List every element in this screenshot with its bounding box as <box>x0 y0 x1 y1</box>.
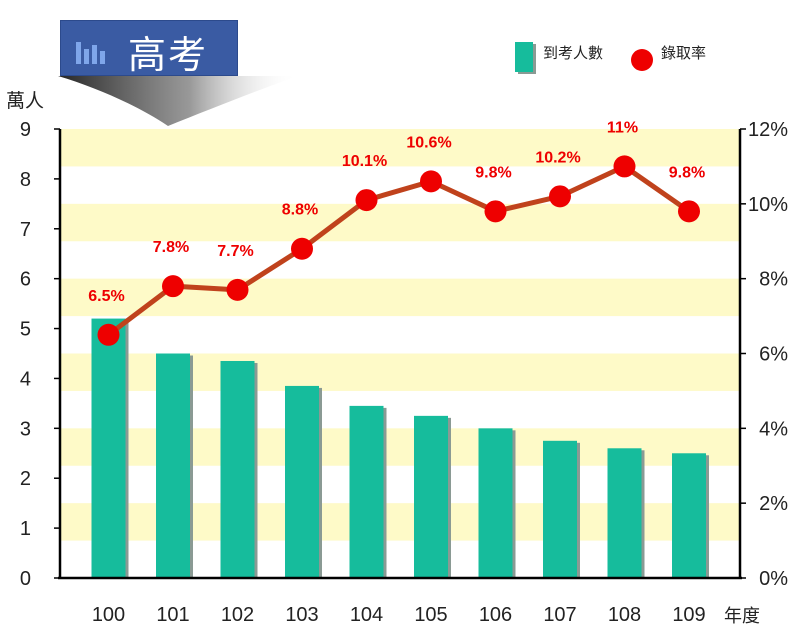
y-right-tick-label: 12% <box>748 119 788 141</box>
bar-102 <box>220 360 255 578</box>
y-left-tick-label: 8 <box>20 169 31 191</box>
background-band <box>60 203 740 242</box>
rate-point-100 <box>97 323 120 346</box>
rate-point-106 <box>484 200 507 223</box>
x-tick-label: 103 <box>285 604 318 626</box>
y-right-tick-label: 6% <box>759 344 788 366</box>
bar-101 <box>156 353 190 578</box>
y-left-tick-label: 0 <box>20 568 31 590</box>
x-tick-label: 107 <box>543 604 576 626</box>
rate-point-105 <box>420 170 442 193</box>
chart-title: 高考 <box>128 33 209 77</box>
rate-data-label: 9.8% <box>475 164 511 181</box>
x-tick-label: 105 <box>414 604 447 626</box>
x-tick-label: 102 <box>221 604 254 626</box>
bar-104 <box>349 405 384 578</box>
rate-data-label: 10.6% <box>406 134 451 151</box>
y-right-tick-label: 4% <box>759 418 788 440</box>
rate-data-label: 6.5% <box>88 288 124 305</box>
y-left-tick-label: 6 <box>20 269 31 291</box>
rate-point-102 <box>226 278 249 301</box>
bar-107 <box>543 440 577 578</box>
bar-chart-icon <box>76 42 105 64</box>
y-left-tick-label: 1 <box>20 518 31 540</box>
rate-point-107 <box>549 185 571 208</box>
legend-dot-swatch <box>631 49 653 71</box>
admission-rate-line <box>106 163 691 337</box>
title-banner <box>60 20 238 76</box>
y-axis-left-unit: 萬人 <box>6 90 45 112</box>
rate-data-label: 7.8% <box>153 239 189 256</box>
y-right-tick-label: 8% <box>759 269 788 291</box>
x-tick-label: 104 <box>350 604 383 626</box>
y-left-tick-label: 4 <box>20 368 31 390</box>
y-right-tick-label: 0% <box>759 568 788 590</box>
rate-data-label: 10.1% <box>342 153 387 170</box>
rate-point-104 <box>355 189 378 212</box>
bar-100 <box>91 318 126 578</box>
bar-108 <box>607 448 642 578</box>
y-left-tick-label: 2 <box>20 468 31 490</box>
y-left-tick-label: 7 <box>20 219 31 241</box>
x-tick-label: 100 <box>92 604 125 626</box>
bar-109 <box>672 453 706 578</box>
rate-point-109 <box>678 200 700 223</box>
x-tick-label: 106 <box>479 604 512 626</box>
rate-data-label: 7.7% <box>217 243 253 260</box>
rate-data-label: 10.2% <box>535 149 580 166</box>
legend-bar-swatch <box>515 42 536 74</box>
title-shadow <box>58 76 298 126</box>
bar-103 <box>285 385 319 578</box>
rate-point-103 <box>291 237 313 260</box>
y-left-tick-label: 5 <box>20 319 31 341</box>
bar-106 <box>478 428 513 578</box>
legend-label-admission-rate: 錄取率 <box>661 44 707 62</box>
y-right-tick-label: 2% <box>759 493 788 515</box>
y-left-tick-label: 3 <box>20 418 31 440</box>
bar-105 <box>414 415 448 578</box>
x-tick-label: 109 <box>672 604 705 626</box>
rate-data-label: 11% <box>607 119 638 136</box>
x-axis-unit: 年度 <box>724 606 760 627</box>
x-tick-label: 101 <box>156 604 189 626</box>
y-left-tick-label: 9 <box>20 119 31 141</box>
legend-label-attendance: 到考人數 <box>543 44 604 62</box>
rate-data-label: 9.8% <box>669 164 705 181</box>
rate-data-label: 8.8% <box>282 202 318 219</box>
rate-point-108 <box>613 155 636 178</box>
y-right-tick-label: 10% <box>748 194 788 216</box>
rate-point-101 <box>162 275 184 298</box>
x-tick-label: 108 <box>608 604 641 626</box>
